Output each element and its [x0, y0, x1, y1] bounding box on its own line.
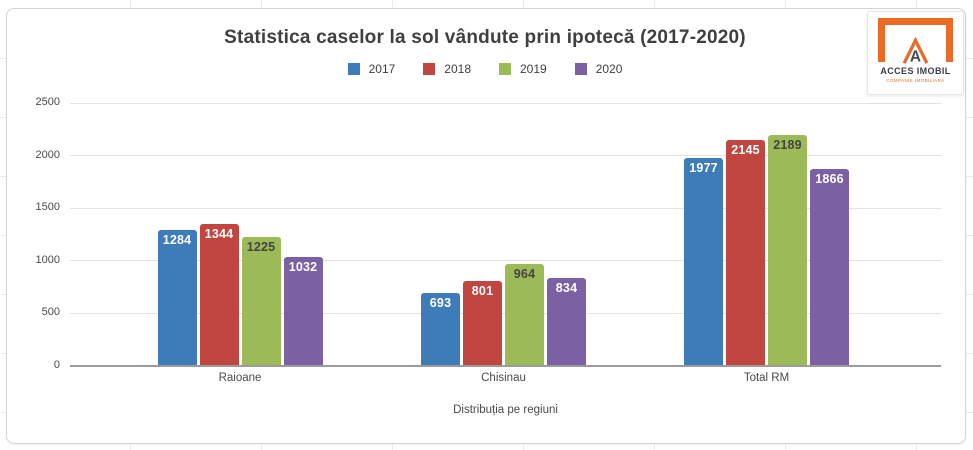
x-axis-title: Distribuția pe regiuni	[453, 404, 558, 416]
legend-item-2020: 2020	[574, 62, 623, 76]
svg-text:A: A	[910, 49, 921, 64]
legend-label: 2020	[595, 62, 623, 76]
legend-item-2019: 2019	[499, 62, 547, 76]
logo-tagline: COMPANIE IMOBILIARĂ	[886, 78, 945, 83]
legend-swatch-2020	[574, 63, 587, 75]
legend-item-2017: 2017	[347, 62, 396, 76]
legend-label: 2018	[444, 62, 471, 76]
chart-title: Statistica caselor la sol vândute prin i…	[224, 27, 746, 48]
legend-item-2018: 2018	[423, 62, 471, 76]
logo-name: ACCES IMOBIL	[880, 66, 951, 76]
legend-swatch-2019	[499, 63, 511, 75]
legend-label: 2017	[368, 62, 396, 76]
legend-swatch-2017	[347, 63, 360, 75]
chart-legend: 2017 2018 2019 2020	[6, 62, 964, 76]
legend-swatch-2018	[423, 63, 436, 75]
legend-label: 2019	[520, 62, 547, 76]
company-logo: A ACCES IMOBIL COMPANIE IMOBILIARĂ	[867, 11, 964, 95]
logo-roof-bracket-icon	[878, 18, 953, 62]
logo-letter-a-icon: A	[902, 37, 929, 64]
